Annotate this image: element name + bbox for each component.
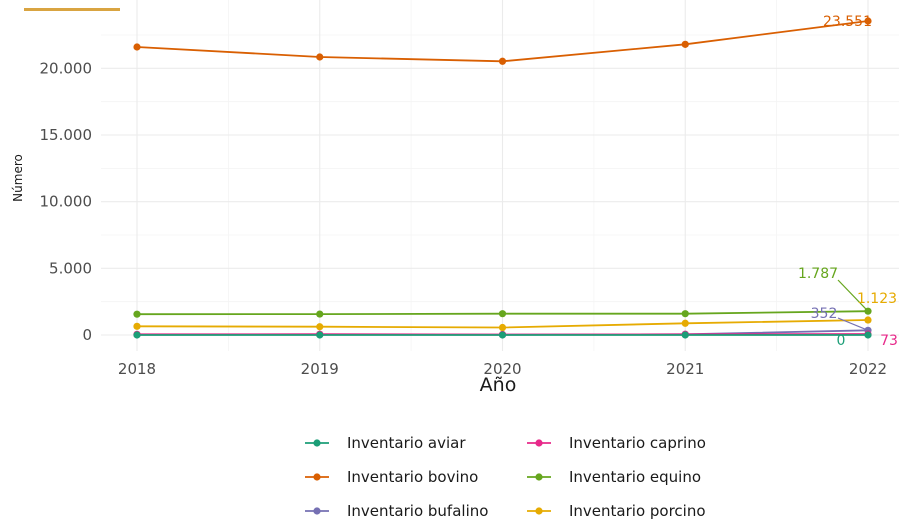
data-point: [133, 43, 141, 51]
legend-key-point: [313, 507, 321, 515]
legend-label: Inventario aviar: [347, 434, 466, 452]
label-connector: [837, 279, 869, 312]
x-tick-label: 2022: [849, 360, 887, 378]
data-point: [681, 40, 689, 48]
x-tick-label: 2020: [483, 360, 521, 378]
legend-item: Inventario caprino: [527, 434, 706, 452]
data-point: [498, 57, 507, 65]
data-point: [681, 319, 689, 327]
data-point: [864, 316, 872, 324]
legend-label: Inventario caprino: [569, 434, 706, 452]
x-tick-label: 2019: [301, 360, 339, 378]
legend-label: Inventario equino: [569, 468, 701, 486]
accent-bar: [24, 8, 120, 11]
legend-item: Inventario equino: [527, 468, 701, 486]
data-label: 73: [880, 333, 898, 349]
data-point: [498, 310, 507, 318]
series-points: [133, 17, 872, 339]
data-point: [133, 310, 141, 318]
x-tick-labels: 2018 2019 2020 2021 2022: [118, 360, 887, 378]
minor-gridlines: [101, 0, 899, 351]
legend-key-point: [535, 473, 543, 481]
data-point: [864, 17, 872, 25]
data-label: 23.551: [823, 14, 872, 30]
legend-label: Inventario bovino: [347, 468, 478, 486]
y-tick-label: 20.000: [40, 59, 93, 77]
data-point: [133, 331, 141, 339]
legend-item: Inventario aviar: [305, 434, 466, 452]
legend-key-point: [535, 507, 543, 515]
data-point: [864, 331, 872, 339]
data-label: 0: [837, 333, 846, 349]
legend-item: Inventario bufalino: [305, 502, 488, 520]
data-point: [498, 323, 507, 332]
data-point: [133, 322, 141, 330]
legend-item: Inventario porcino: [527, 502, 706, 520]
data-point: [316, 323, 324, 331]
y-tick-label: 5.000: [49, 259, 92, 277]
data-point: [316, 53, 324, 61]
legend-key-point: [313, 473, 321, 481]
legend-label: Inventario porcino: [569, 502, 706, 520]
legend-key-point: [313, 439, 321, 447]
legend-key-point: [535, 439, 543, 447]
x-tick-label: 2021: [666, 360, 704, 378]
data-point: [316, 331, 324, 339]
data-label: 352: [811, 306, 838, 322]
data-point: [498, 331, 507, 339]
label-connector: [837, 317, 869, 331]
x-tick-label: 2018: [118, 360, 156, 378]
y-tick-label: 15.000: [40, 126, 93, 144]
label-connectors: [837, 279, 869, 331]
data-label: 1.787: [798, 266, 838, 282]
data-label: 1.123: [857, 291, 897, 307]
legend-item: Inventario bovino: [305, 468, 478, 486]
data-point: [681, 310, 689, 318]
data-labels: 0 23.551 352 73 1.787 1.123: [798, 14, 898, 349]
x-axis-title: Año: [480, 374, 517, 396]
y-tick-label: 10.000: [40, 193, 93, 211]
y-tick-labels: 0 5.000 10.000 15.000 20.000: [40, 59, 93, 344]
legend: Inventario aviar Inventario bovino Inventa…: [305, 434, 706, 520]
legend-label: Inventario bufalino: [347, 502, 488, 520]
data-point: [316, 310, 324, 318]
y-tick-label: 0: [82, 326, 92, 344]
y-axis-title: Número: [11, 154, 25, 202]
data-point: [681, 331, 689, 339]
